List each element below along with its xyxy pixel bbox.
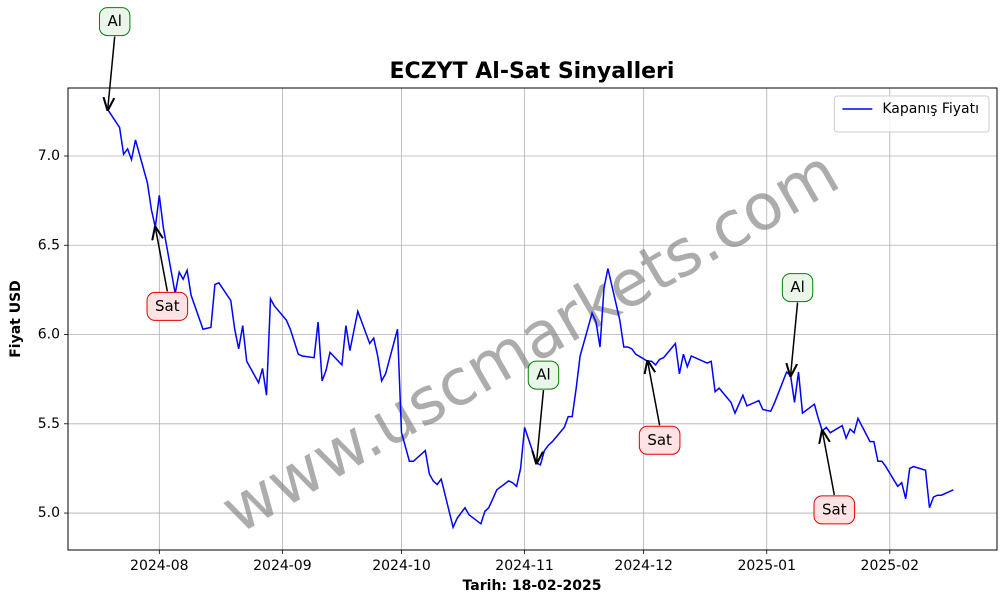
chart-title: ECZYT Al-Sat Sinyalleri: [390, 59, 675, 84]
annotation-label: Al: [536, 366, 550, 384]
plot-frame: [67, 87, 998, 551]
price-line: [107, 109, 954, 530]
annotation-box: [527, 360, 560, 390]
annotation-box: [638, 425, 681, 455]
annotation-box: [146, 291, 189, 321]
annotation-box: [781, 273, 814, 303]
x-tick-label: 2024-10: [372, 558, 431, 574]
annotation-label: Sat: [647, 431, 672, 449]
x-tick-label: 2024-11: [495, 558, 554, 574]
x-tick-label: 2024-08: [130, 558, 189, 574]
annotation-label: Al: [107, 12, 121, 30]
signal-annotation: Sat: [638, 361, 681, 455]
annotation-label: Sat: [155, 297, 180, 315]
signal-annotation: Al: [781, 273, 814, 376]
annotation-label: Al: [790, 278, 804, 296]
signal-annotation: Sat: [146, 227, 189, 321]
annotation-arrow: [791, 302, 799, 376]
signal-annotation: Al: [527, 360, 560, 463]
annotation-arrow: [108, 36, 116, 110]
annotation-arrow: [155, 227, 169, 292]
y-tick-label: 5.5: [38, 416, 60, 432]
annotation-box: [98, 7, 131, 37]
annotation-arrow: [822, 431, 836, 496]
signal-annotation: Al: [98, 7, 131, 110]
x-tick-label: 2025-02: [861, 558, 920, 574]
x-axis-label: Tarih: 18-02-2025: [463, 578, 602, 594]
x-tick-label: 2024-09: [253, 558, 312, 574]
y-tick-label: 7.0: [38, 148, 60, 164]
y-axis-label: Fiyat USD: [8, 280, 24, 358]
y-tick-label: 6.0: [38, 327, 60, 343]
signal-annotation: Sat: [813, 431, 856, 525]
legend-label: Kapanış Fiyatı: [882, 101, 979, 117]
x-tick-label: 2025-01: [737, 558, 796, 574]
legend: Kapanış Fiyatı: [833, 95, 990, 133]
annotation-arrow: [648, 361, 661, 426]
x-tick-label: 2024-12: [614, 558, 673, 574]
y-tick-label: 5.0: [38, 505, 60, 521]
annotation-box: [813, 495, 856, 525]
legend-box: [833, 95, 990, 133]
annotation-arrow: [536, 389, 545, 463]
y-tick-label: 6.5: [38, 237, 60, 253]
annotation-label: Sat: [822, 500, 847, 518]
